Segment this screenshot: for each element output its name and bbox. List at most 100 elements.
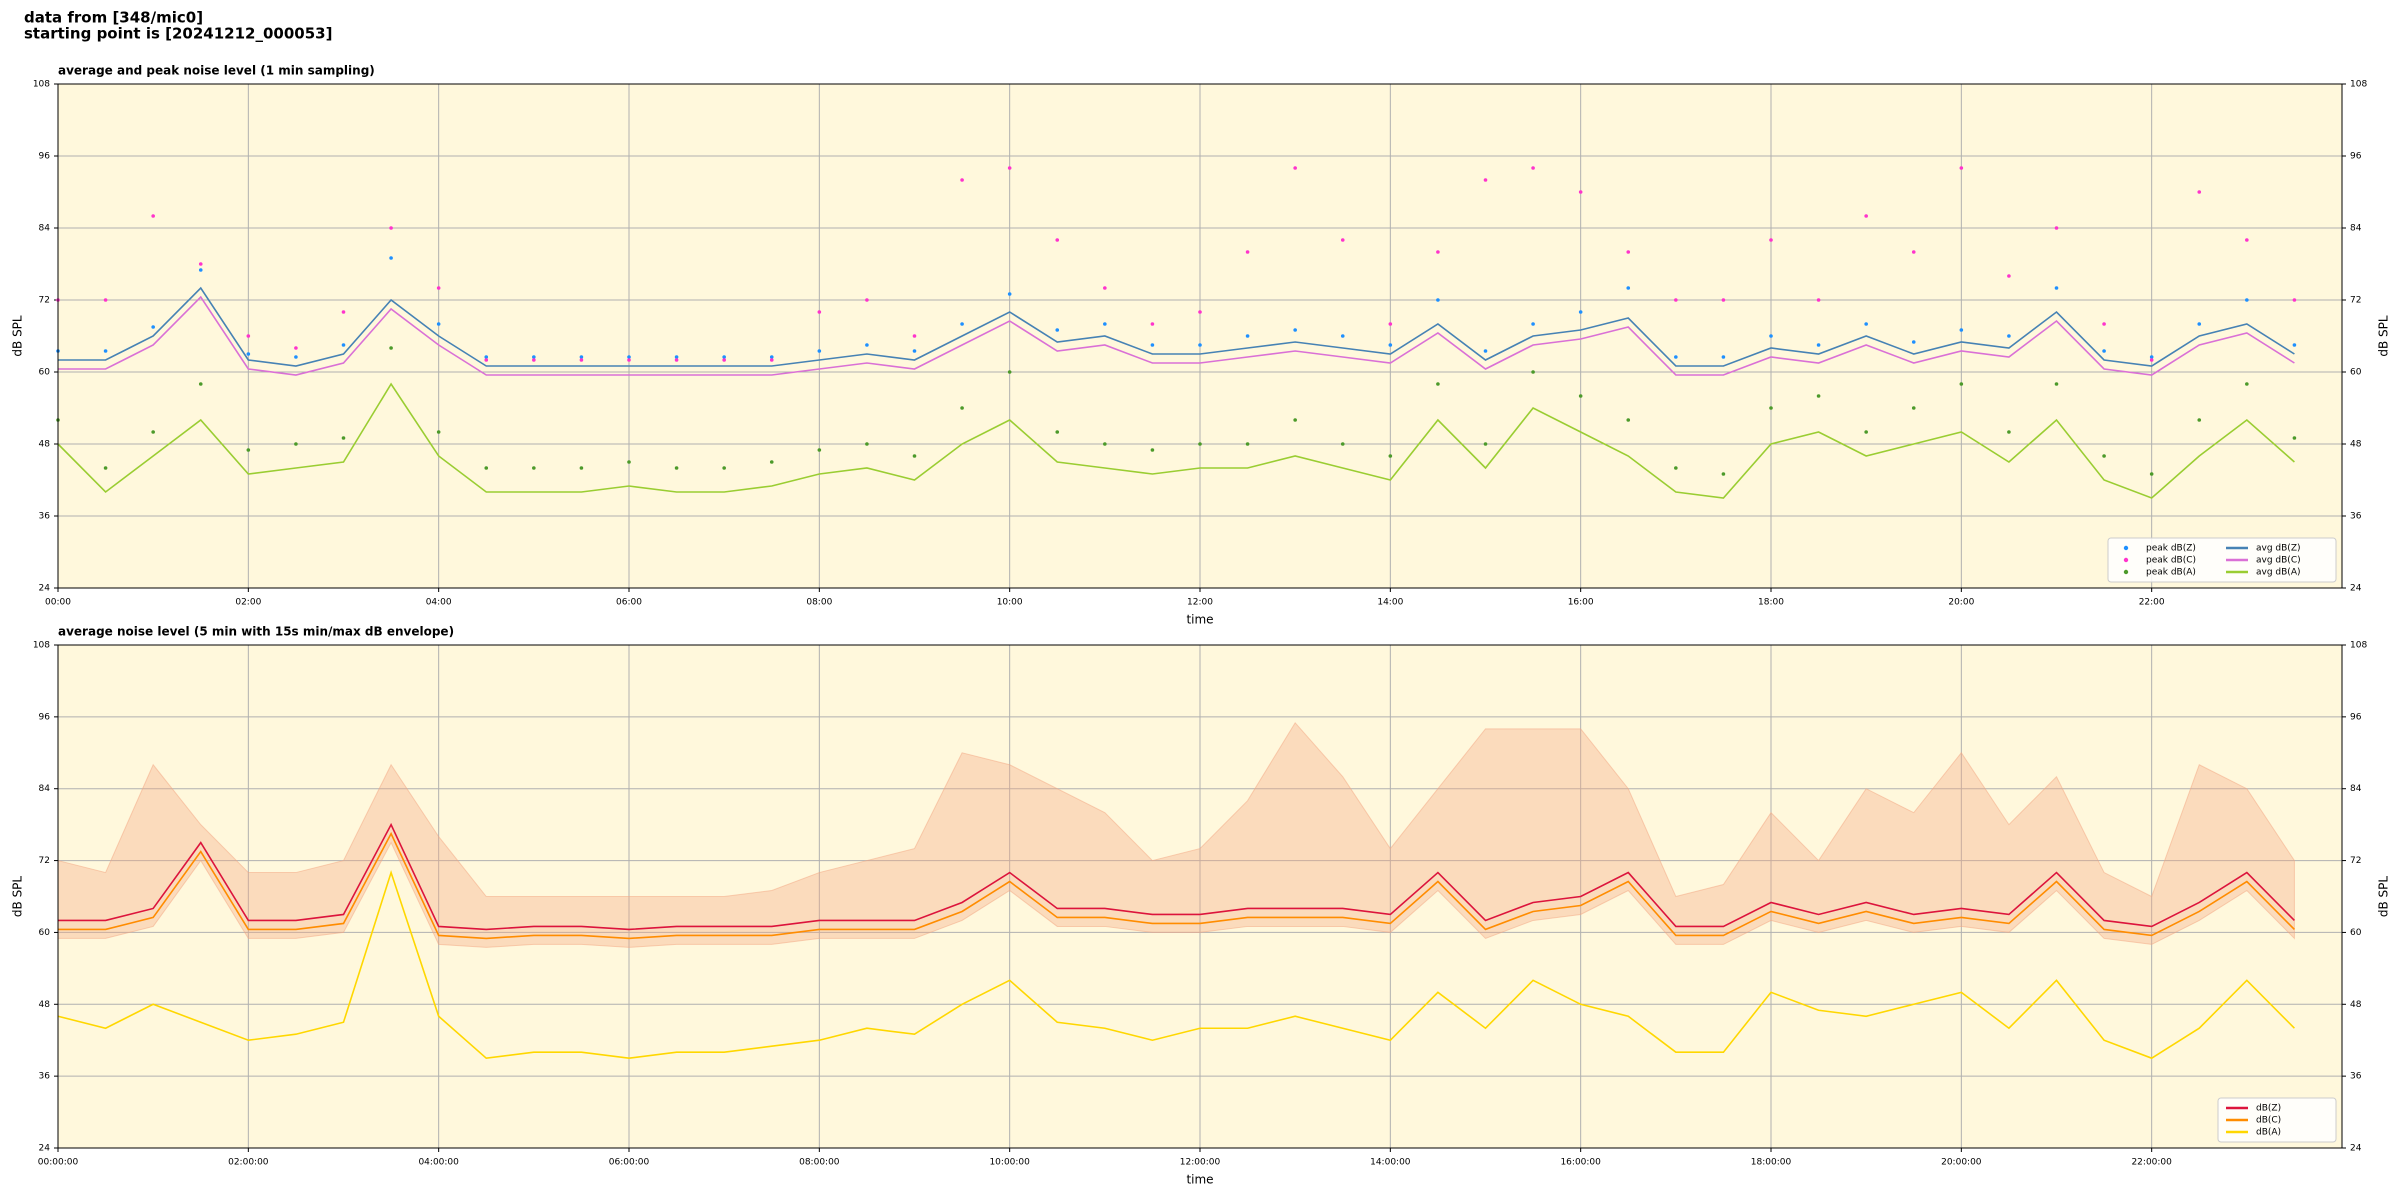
y-tick-label: 84 bbox=[39, 784, 51, 794]
x-tick-label: 14:00 bbox=[1377, 598, 1403, 608]
peak-point bbox=[1769, 238, 1773, 242]
peak-point bbox=[2245, 298, 2249, 302]
peak-point bbox=[1340, 238, 1345, 242]
peak-point bbox=[1674, 355, 1678, 359]
x-tick-label: 04:00 bbox=[426, 598, 452, 608]
peak-point bbox=[1483, 442, 1488, 446]
y-tick-label: 72 bbox=[39, 856, 50, 866]
peak-point bbox=[1198, 310, 1202, 314]
legend-box bbox=[2107, 537, 2337, 583]
x-tick-label: 14:00:00 bbox=[1370, 1158, 1411, 1168]
peak-point bbox=[1626, 418, 1631, 422]
peak-point bbox=[912, 334, 917, 338]
y-axis-label: dB SPL bbox=[11, 315, 25, 357]
peak-point bbox=[769, 460, 774, 464]
legend-label: dB(Z) bbox=[2256, 1104, 2281, 1114]
peak-point bbox=[246, 448, 251, 452]
peak-point bbox=[2054, 286, 2059, 290]
peak-point bbox=[1721, 472, 1726, 476]
y-tick-label: 96 bbox=[2350, 712, 2362, 722]
y-tick-label: 84 bbox=[2350, 224, 2362, 234]
peak-point bbox=[2007, 274, 2011, 278]
peak-point bbox=[960, 178, 964, 182]
peak-point bbox=[817, 349, 822, 353]
peak-point bbox=[1531, 370, 1535, 374]
peak-point bbox=[389, 346, 393, 350]
peak-point bbox=[151, 325, 155, 329]
peak-point bbox=[1103, 322, 1107, 326]
peak-point bbox=[1531, 322, 1535, 326]
peak-point bbox=[579, 466, 584, 470]
y-tick-label: 60 bbox=[2350, 928, 2362, 938]
x-tick-label: 12:00:00 bbox=[1180, 1158, 1221, 1168]
peak-point bbox=[2149, 472, 2154, 476]
x-tick-label: 20:00:00 bbox=[1941, 1158, 1982, 1168]
peak-point bbox=[1911, 406, 1916, 410]
peak-point bbox=[1388, 322, 1393, 326]
y-tick-label: 48 bbox=[39, 1000, 51, 1010]
peak-point bbox=[1769, 406, 1773, 410]
peak-point bbox=[1674, 298, 1678, 302]
peak-point bbox=[198, 262, 203, 266]
peak-point bbox=[1769, 334, 1773, 338]
peak-point bbox=[865, 343, 869, 347]
peak-point bbox=[1007, 370, 1012, 374]
y-tick-label: 60 bbox=[2350, 368, 2362, 378]
legend-label: peak dB(C) bbox=[2146, 556, 2196, 566]
y-tick-label: 48 bbox=[2350, 440, 2362, 450]
x-tick-label: 22:00:00 bbox=[2131, 1158, 2172, 1168]
peak-point bbox=[1055, 430, 1060, 434]
peak-point bbox=[1150, 448, 1155, 452]
y-axis-label: dB SPL bbox=[2377, 876, 2391, 918]
peak-point bbox=[1055, 328, 1060, 332]
peak-point bbox=[436, 286, 441, 290]
y-tick-label: 60 bbox=[39, 368, 51, 378]
peak-point bbox=[2197, 190, 2202, 194]
peak-point bbox=[1293, 418, 1297, 422]
peak-point bbox=[1245, 442, 1250, 446]
peak-point bbox=[579, 358, 584, 362]
y-tick-label: 48 bbox=[2350, 1000, 2362, 1010]
peak-point bbox=[389, 226, 393, 230]
series-line bbox=[57, 869, 2295, 1060]
peak-point bbox=[769, 358, 774, 362]
peak-point bbox=[1483, 178, 1488, 182]
x-tick-label: 06:00 bbox=[616, 598, 642, 608]
peak-point bbox=[1721, 298, 1726, 302]
chart-title: average and peak noise level (1 min samp… bbox=[58, 64, 375, 78]
x-tick-label: 16:00 bbox=[1568, 598, 1594, 608]
legend-label: avg dB(A) bbox=[2256, 568, 2300, 578]
peak-point bbox=[103, 298, 108, 302]
y-tick-label: 36 bbox=[2350, 512, 2362, 522]
peak-point bbox=[2245, 382, 2249, 386]
x-tick-label: 00:00 bbox=[45, 598, 71, 608]
peak-point bbox=[865, 442, 869, 446]
y-axis-label: dB SPL bbox=[2377, 315, 2391, 357]
peak-point bbox=[341, 310, 346, 314]
peak-point bbox=[484, 466, 489, 470]
legend-label: peak dB(Z) bbox=[2146, 544, 2196, 554]
peak-point bbox=[2054, 382, 2059, 386]
peak-point bbox=[294, 346, 298, 350]
peak-point bbox=[1436, 250, 1440, 254]
y-tick-label: 96 bbox=[2350, 152, 2362, 162]
legend-marker bbox=[2123, 557, 2129, 563]
peak-point bbox=[817, 448, 822, 452]
x-tick-label: 22:00 bbox=[2139, 598, 2165, 608]
peak-point bbox=[1626, 286, 1631, 290]
legend-label: dB(A) bbox=[2256, 1128, 2281, 1138]
peak-point bbox=[722, 355, 726, 359]
peak-point bbox=[532, 355, 536, 359]
y-tick-label: 72 bbox=[2350, 856, 2361, 866]
series-line bbox=[57, 382, 2295, 499]
x-tick-label: 04:00:00 bbox=[418, 1158, 459, 1168]
y-tick-label: 24 bbox=[39, 1144, 51, 1154]
peak-point bbox=[103, 349, 108, 353]
peak-point bbox=[1103, 286, 1107, 290]
peak-point bbox=[1816, 394, 1821, 398]
envelope-area bbox=[57, 722, 2295, 948]
y-tick-label: 84 bbox=[2350, 784, 2362, 794]
x-tick-label: 18:00:00 bbox=[1751, 1158, 1792, 1168]
peak-point bbox=[1007, 166, 1012, 170]
y-tick-label: 108 bbox=[2350, 641, 2367, 651]
